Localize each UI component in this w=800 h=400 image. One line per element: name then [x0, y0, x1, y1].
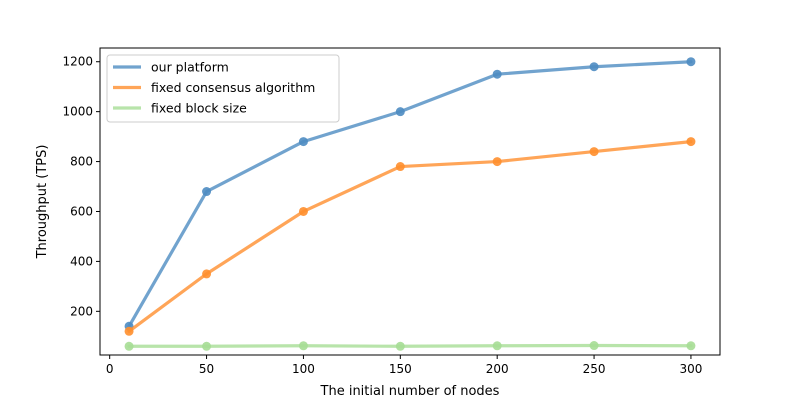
series-group: [124, 137, 696, 336]
series-point: [298, 137, 308, 147]
y-tick-label: 800: [70, 155, 93, 169]
legend-label: our platform: [151, 60, 229, 75]
series-point: [124, 341, 134, 351]
x-tick-label: 0: [106, 362, 114, 376]
series-point: [589, 147, 599, 157]
x-tick-label: 50: [199, 362, 214, 376]
series-point: [395, 107, 405, 117]
y-axis-ticks: 200 400 600 800 1000 1200: [62, 55, 100, 318]
series-group: [124, 57, 696, 331]
series-point: [395, 162, 405, 172]
y-tick-label: 1000: [62, 105, 93, 119]
x-axis-ticks: 0 50 100 150 200 250 300: [106, 355, 702, 376]
x-tick-label: 150: [389, 362, 412, 376]
x-tick-label: 100: [292, 362, 315, 376]
series-point: [298, 206, 308, 216]
x-tick-label: 300: [679, 362, 702, 376]
series-point: [298, 341, 308, 351]
x-tick-label: 250: [583, 362, 606, 376]
series-layer: [124, 57, 696, 351]
legend-box: [106, 54, 340, 123]
y-tick-label: 200: [70, 304, 93, 318]
x-tick-label: 200: [486, 362, 509, 376]
legend-label: fixed block size: [151, 101, 247, 116]
series-line: [127, 343, 693, 348]
y-axis-label: Throughput (TPS): [35, 145, 50, 260]
x-axis-label: The initial number of nodes: [320, 384, 500, 399]
series-point: [589, 341, 599, 351]
series-point: [202, 187, 212, 197]
series-point: [686, 341, 696, 351]
series-point: [492, 69, 502, 79]
series-point: [124, 326, 134, 336]
y-tick-label: 1200: [62, 55, 93, 69]
series-point: [395, 341, 405, 351]
y-tick-label: 600: [70, 204, 93, 218]
series-point: [589, 62, 599, 72]
legend-label: fixed consensus algorithm: [151, 80, 315, 95]
series-point: [686, 137, 696, 147]
series-point: [686, 57, 696, 67]
legend: our platform fixed consensus algorithm fix…: [106, 54, 340, 123]
series-line: [127, 139, 693, 333]
y-tick-label: 400: [70, 254, 93, 268]
series-point: [202, 341, 212, 351]
series-point: [202, 269, 212, 279]
series-group: [124, 341, 696, 351]
plot-frame: [99, 47, 721, 356]
series-point: [492, 157, 502, 167]
series-point: [492, 341, 502, 351]
